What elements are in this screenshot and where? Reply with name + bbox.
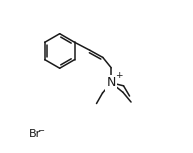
Text: −: − [38, 126, 45, 135]
Text: N: N [107, 76, 116, 89]
Text: +: + [115, 71, 123, 80]
Text: Br: Br [29, 129, 41, 139]
